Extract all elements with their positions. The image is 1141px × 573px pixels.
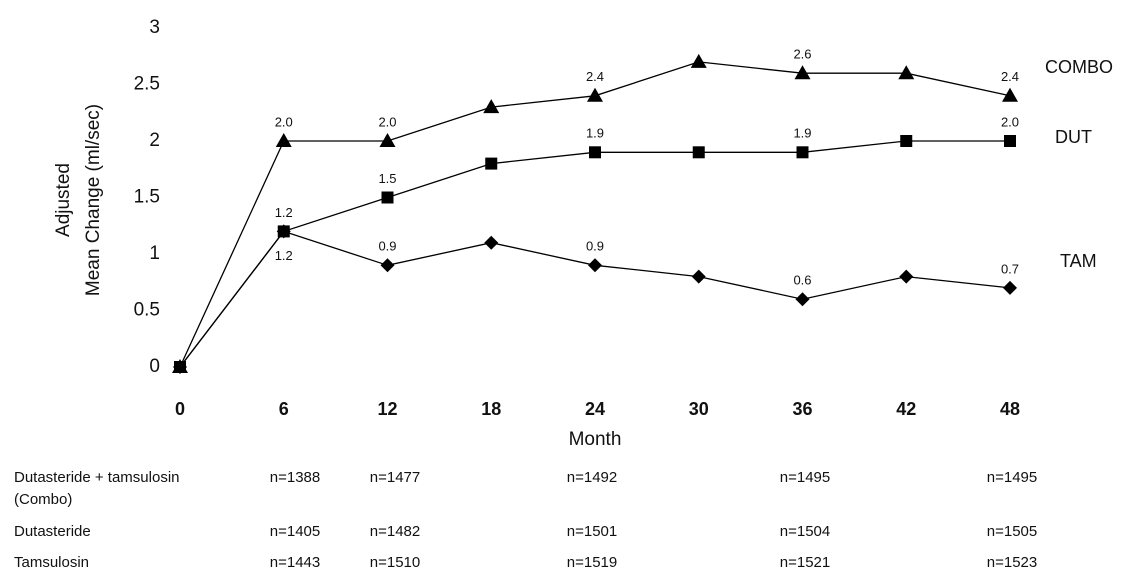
marker bbox=[587, 87, 603, 102]
data-label: 1.9 bbox=[793, 126, 811, 141]
marker bbox=[276, 224, 291, 239]
marker bbox=[379, 133, 396, 147]
series-line bbox=[179, 140, 1010, 368]
marker bbox=[692, 146, 705, 159]
data-label: 0.6 bbox=[793, 273, 811, 288]
marker bbox=[794, 65, 811, 80]
y-tick-label: 2.5 bbox=[134, 74, 160, 95]
x-tick-label: 36 bbox=[792, 399, 812, 419]
x-tick-label: 48 bbox=[1000, 399, 1020, 419]
data-label: 2.4 bbox=[586, 69, 604, 84]
marker bbox=[898, 65, 915, 80]
data-label: 1.5 bbox=[378, 171, 396, 186]
row-label: Dutasteride bbox=[14, 523, 91, 540]
marker bbox=[275, 133, 292, 147]
marker bbox=[173, 360, 187, 374]
y-tick-label: 1 bbox=[149, 243, 160, 264]
data-label: 1.9 bbox=[586, 126, 604, 141]
marker bbox=[1003, 280, 1017, 295]
n-count: n=1495 bbox=[780, 469, 830, 486]
n-count: n=1501 bbox=[567, 523, 617, 540]
series-name: TAM bbox=[1060, 251, 1097, 271]
n-count: n=1504 bbox=[780, 523, 830, 540]
data-label: 2.6 bbox=[793, 47, 811, 62]
y-axis-label: Adjusted bbox=[53, 163, 74, 237]
y-tick-label: 0 bbox=[149, 356, 160, 377]
n-count: n=1443 bbox=[270, 554, 320, 571]
marker bbox=[690, 53, 707, 68]
n-count: n=1388 bbox=[270, 469, 320, 486]
data-label: 0.7 bbox=[1001, 261, 1019, 276]
data-label: 0.9 bbox=[586, 239, 604, 254]
x-axis-label: Month bbox=[569, 429, 622, 450]
n-count: n=1521 bbox=[780, 554, 830, 571]
marker bbox=[796, 146, 809, 159]
data-label: 2.0 bbox=[378, 114, 396, 129]
marker bbox=[1002, 87, 1018, 102]
marker bbox=[899, 269, 914, 284]
marker bbox=[484, 235, 499, 250]
marker bbox=[381, 191, 394, 204]
n-count: n=1492 bbox=[567, 469, 617, 486]
n-count: n=1519 bbox=[567, 554, 617, 571]
y-tick-label: 3 bbox=[149, 17, 160, 38]
marker bbox=[1004, 135, 1016, 147]
data-label: 2.4 bbox=[1001, 69, 1019, 84]
data-label: 1.2 bbox=[275, 248, 293, 263]
row-label: Dutasteride + tamsulosin bbox=[14, 469, 180, 486]
n-count: n=1523 bbox=[987, 554, 1037, 571]
x-tick-label: 42 bbox=[896, 399, 916, 419]
n-count: n=1477 bbox=[370, 469, 420, 486]
y-tick-label: 0.5 bbox=[134, 300, 160, 321]
series-name: DUT bbox=[1055, 127, 1092, 147]
x-tick-label: 24 bbox=[585, 399, 605, 419]
x-tick-label: 30 bbox=[689, 399, 709, 419]
marker bbox=[483, 99, 500, 114]
y-tick-label: 2 bbox=[149, 130, 160, 151]
series-line bbox=[179, 61, 1011, 368]
row-label: (Combo) bbox=[14, 491, 72, 508]
x-tick-label: 18 bbox=[481, 399, 501, 419]
marker bbox=[485, 157, 498, 170]
y-axis-label: Mean Change (ml/sec) bbox=[83, 104, 104, 296]
row-label: Tamsulosin bbox=[14, 554, 89, 571]
y-tick-label: 1.5 bbox=[134, 187, 160, 208]
marker bbox=[588, 258, 602, 273]
x-tick-label: 0 bbox=[175, 399, 185, 419]
series-name: COMBO bbox=[1045, 57, 1113, 77]
n-count: n=1405 bbox=[270, 523, 320, 540]
n-count: n=1495 bbox=[987, 469, 1037, 486]
x-tick-label: 6 bbox=[279, 399, 289, 419]
marker bbox=[900, 135, 913, 147]
marker bbox=[380, 258, 395, 273]
data-label: 1.2 bbox=[275, 205, 293, 220]
marker bbox=[589, 146, 601, 159]
n-count: n=1505 bbox=[987, 523, 1037, 540]
x-tick-label: 12 bbox=[377, 399, 397, 419]
n-count: n=1510 bbox=[370, 554, 420, 571]
n-count: n=1482 bbox=[370, 523, 420, 540]
data-label: 2.0 bbox=[275, 114, 293, 129]
marker bbox=[795, 292, 810, 307]
data-label: 0.9 bbox=[378, 239, 396, 254]
marker bbox=[691, 269, 706, 284]
data-label: 2.0 bbox=[1001, 114, 1019, 129]
